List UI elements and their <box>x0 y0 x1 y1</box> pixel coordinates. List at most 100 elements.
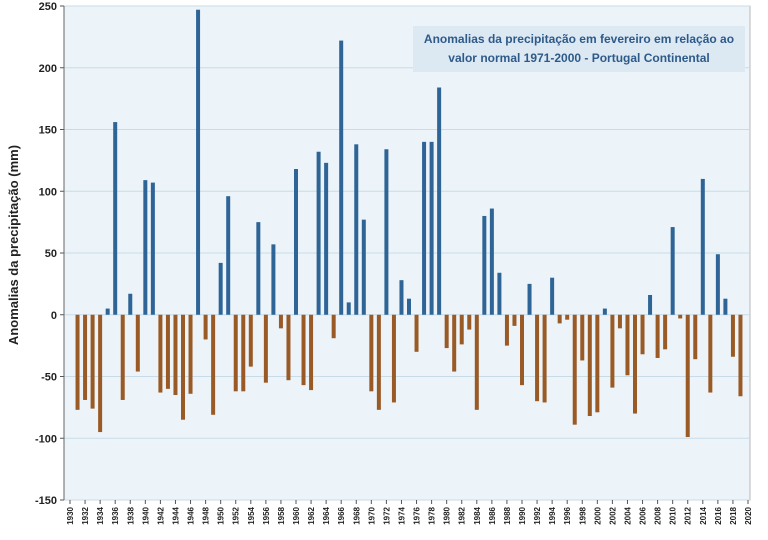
bar-1940 <box>143 180 148 315</box>
x-tick-label: 1982 <box>458 506 467 524</box>
x-tick-label: 1930 <box>66 506 75 524</box>
bar-1960 <box>294 169 298 315</box>
bar-1955 <box>256 222 261 315</box>
bar-2013 <box>693 314 698 360</box>
bar-1945 <box>181 314 185 420</box>
y-axis-title: Anomalias da precipitação (mm) <box>6 145 21 345</box>
bar-2019 <box>738 314 743 397</box>
y-tick-label: 0 <box>51 310 57 322</box>
y-tick-label: -150 <box>35 495 57 507</box>
x-tick-label: 1980 <box>443 506 452 524</box>
bar-1989 <box>512 314 517 326</box>
bar-1996 <box>565 314 570 320</box>
bar-1986 <box>489 208 494 315</box>
x-tick-label: 1944 <box>171 506 180 524</box>
bar-1988 <box>504 314 509 346</box>
bar-1994 <box>550 277 555 315</box>
y-tick-label: 250 <box>39 1 57 13</box>
bar-1971 <box>376 314 381 410</box>
axes: -150 -100 -50 0 50 100 150 200 250 1930 1932 1934 19… <box>35 1 753 525</box>
bar-2001 <box>602 308 607 315</box>
x-tick-label: 1964 <box>322 506 331 524</box>
bar-1941 <box>150 182 155 315</box>
bar-1973 <box>391 314 396 403</box>
y-tick-label: 100 <box>39 186 57 198</box>
y-tick-label: 50 <box>45 248 57 260</box>
x-tick-label: 1966 <box>337 506 346 524</box>
bar-1984 <box>474 314 479 410</box>
bar-1961 <box>301 314 306 386</box>
bar-1943 <box>165 314 170 389</box>
bar-1964 <box>324 162 329 315</box>
bar-1947 <box>196 9 201 315</box>
x-tick-label: 2002 <box>608 506 617 524</box>
bar-1951 <box>226 196 231 315</box>
x-tick-label: 1968 <box>352 506 361 524</box>
x-tick-label: 2008 <box>654 506 663 524</box>
bar-1972 <box>384 149 389 315</box>
bar-1966 <box>339 40 344 315</box>
x-tick-label: 1988 <box>503 506 512 524</box>
bar-1990 <box>520 314 524 386</box>
y-tick-label: -50 <box>41 372 57 384</box>
gridlines <box>64 5 750 501</box>
bar-1931 <box>75 314 80 410</box>
bar-1974 <box>399 280 404 315</box>
bar-1987 <box>497 272 502 315</box>
bar-1952 <box>233 314 238 392</box>
bar-1957 <box>271 244 276 315</box>
x-tick-label: 2006 <box>639 506 648 524</box>
bar-1953 <box>241 314 246 392</box>
bar-1958 <box>278 314 283 329</box>
bar-1942 <box>158 314 163 393</box>
bar-1946 <box>188 314 193 394</box>
bar-1932 <box>83 314 88 400</box>
bar-1948 <box>203 314 208 340</box>
bar-1959 <box>286 314 291 381</box>
bar-1997 <box>572 314 577 425</box>
x-tick-label: 1956 <box>262 506 271 524</box>
x-tick-label: 2018 <box>729 506 738 524</box>
bar-1976 <box>414 314 419 352</box>
x-tick-label: 1986 <box>488 506 497 524</box>
x-tick-label: 1974 <box>397 506 406 524</box>
x-tick-label: 1948 <box>202 506 211 524</box>
x-tick-label: 1954 <box>247 506 256 524</box>
x-tick-label: 1994 <box>548 506 557 524</box>
bar-2007 <box>648 294 653 315</box>
bar-1995 <box>557 314 562 324</box>
x-tick-label: 1960 <box>292 506 301 524</box>
x-tick-label: 1978 <box>428 506 437 524</box>
x-tick-label: 1996 <box>563 506 572 524</box>
bar-2011 <box>678 314 683 319</box>
bar-1933 <box>90 314 95 409</box>
x-tick-label: 2012 <box>684 506 693 524</box>
y-tick-label: 200 <box>39 63 57 75</box>
bar-1944 <box>173 314 178 396</box>
bar-1979 <box>437 87 442 315</box>
x-tick-label: 1990 <box>518 506 527 524</box>
bar-1978 <box>429 141 434 315</box>
bar-2005 <box>633 314 637 414</box>
bar-2010 <box>670 227 675 315</box>
x-tick-label: 1932 <box>81 506 90 524</box>
x-tick-label: 1936 <box>111 506 120 524</box>
bar-2004 <box>625 314 630 376</box>
x-tick-label: 1958 <box>277 506 286 524</box>
y-tick-label: -100 <box>35 433 57 445</box>
bars <box>75 9 743 438</box>
bar-1975 <box>407 298 411 315</box>
bar-1939 <box>135 314 140 372</box>
chart-title-line2: valor normal 1971-2000 - Portugal Contin… <box>448 51 710 65</box>
x-tick-label: 2004 <box>623 506 632 524</box>
bar-1938 <box>128 293 133 315</box>
x-tick-label: 2020 <box>744 506 753 524</box>
bar-1983 <box>467 314 472 330</box>
bar-1969 <box>361 219 366 315</box>
bar-2016 <box>715 254 720 315</box>
bar-1949 <box>211 314 216 415</box>
bar-1980 <box>444 314 449 349</box>
x-tick-label: 2010 <box>669 506 678 524</box>
